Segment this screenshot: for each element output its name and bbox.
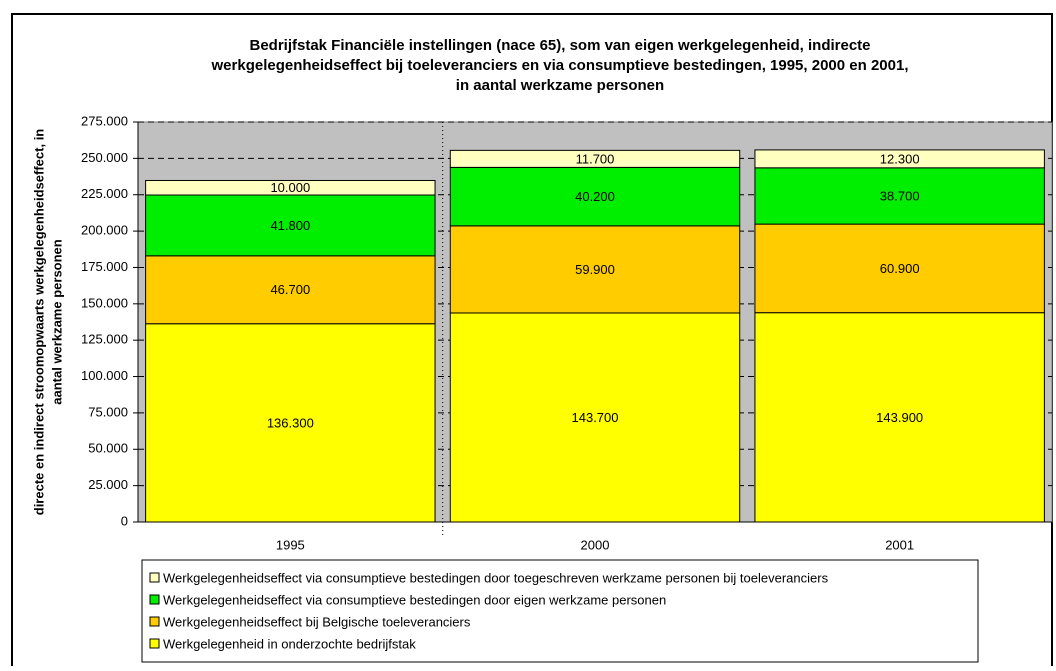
y-tick-label: 175.000 xyxy=(81,259,128,274)
data-label: 143.700 xyxy=(572,410,619,425)
legend-swatch xyxy=(149,572,160,583)
legend-box xyxy=(141,559,979,663)
data-label: 41.800 xyxy=(270,218,310,233)
data-label: 12.300 xyxy=(880,151,920,166)
y-tick-label: 0 xyxy=(121,513,128,528)
x-tick-label: 2001 xyxy=(885,537,914,552)
legend-label: Werkgelegenheidseffect via consumptieve … xyxy=(163,570,829,585)
y-axis-label: directe en indirect stroomopwaarts werkg… xyxy=(31,129,46,516)
y-tick-label: 275.000 xyxy=(81,113,128,128)
bar-segment xyxy=(449,149,741,168)
data-label: 38.700 xyxy=(880,188,920,203)
y-tick-label: 250.000 xyxy=(81,150,128,165)
legend-swatch xyxy=(149,638,160,649)
data-label: 10.000 xyxy=(270,180,310,195)
legend-label: Werkgelegenheidseffect via consumptieve … xyxy=(163,592,666,607)
data-label: 143.900 xyxy=(876,410,923,425)
y-tick-label: 150.000 xyxy=(81,295,128,310)
legend-swatch xyxy=(149,594,160,605)
data-label: 46.700 xyxy=(270,282,310,297)
data-label: 60.900 xyxy=(880,261,920,276)
y-tick-label: 125.000 xyxy=(81,332,128,347)
data-label: 40.200 xyxy=(575,189,615,204)
bar-segment xyxy=(145,323,436,523)
bar-segment xyxy=(145,194,436,257)
legend-swatch xyxy=(149,616,160,627)
bar-segment xyxy=(145,255,436,325)
chart-title: werkgelegenheidseffect bij toeleverancie… xyxy=(211,57,909,74)
bar-segment xyxy=(754,312,1045,523)
data-label: 136.300 xyxy=(267,415,314,430)
bar-segment xyxy=(145,179,436,196)
chart-title: Bedrijfstak Financiële instellingen (nac… xyxy=(249,37,870,54)
bar-segment xyxy=(449,166,741,227)
y-axis-label: aantal werkzame personen xyxy=(49,239,64,405)
x-tick-label: 1995 xyxy=(276,537,305,552)
bar-segment xyxy=(449,312,741,523)
bar-segment xyxy=(754,167,1045,225)
y-tick-label: 100.000 xyxy=(81,368,128,383)
data-label: 11.700 xyxy=(576,151,615,166)
bar-segment xyxy=(754,149,1045,169)
bar-segment xyxy=(754,223,1045,314)
y-tick-label: 50.000 xyxy=(88,441,128,456)
legend-label: Werkgelegenheid in onderzochte bedrijfst… xyxy=(163,636,416,651)
y-tick-label: 75.000 xyxy=(88,404,128,419)
y-tick-label: 225.000 xyxy=(81,186,128,201)
x-tick-label: 2000 xyxy=(581,537,610,552)
y-tick-label: 200.000 xyxy=(81,223,128,238)
data-label: 59.900 xyxy=(575,262,615,277)
legend-label: Werkgelegenheidseffect bij Belgische toe… xyxy=(163,614,471,629)
y-tick-label: 25.000 xyxy=(88,477,128,492)
bar-segment xyxy=(449,225,741,314)
chart-title: in aantal werkzame personen xyxy=(456,77,664,94)
